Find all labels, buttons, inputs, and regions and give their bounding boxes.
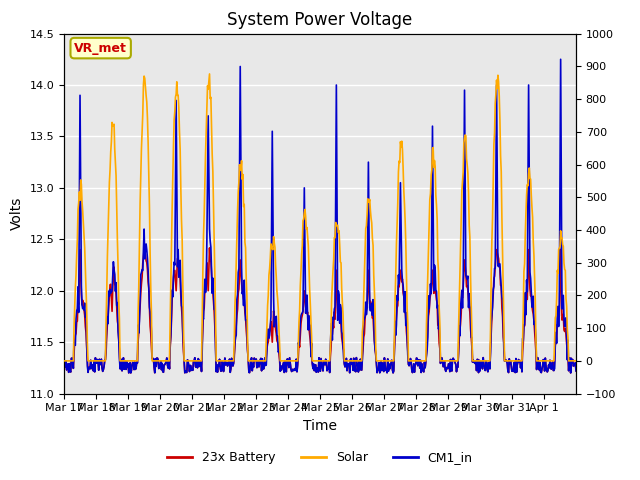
Legend: 23x Battery, Solar, CM1_in: 23x Battery, Solar, CM1_in: [163, 446, 477, 469]
X-axis label: Time: Time: [303, 419, 337, 433]
Title: System Power Voltage: System Power Voltage: [227, 11, 413, 29]
Text: VR_met: VR_met: [74, 42, 127, 55]
Y-axis label: Volts: Volts: [10, 197, 24, 230]
